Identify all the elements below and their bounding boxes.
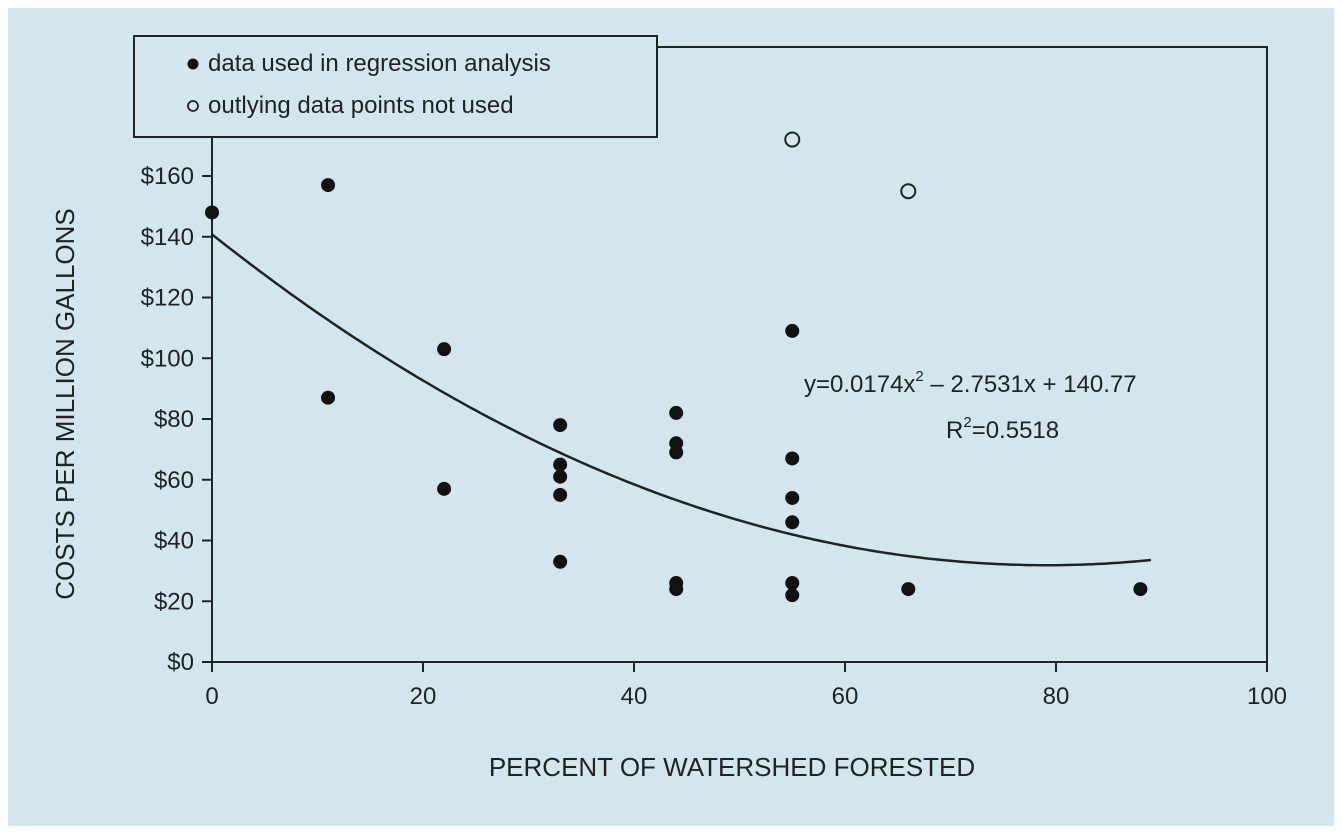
data-point: [785, 323, 800, 338]
legend-open-marker-icon: [187, 100, 199, 112]
axis-ticks: $0 $20 $40 $60 $80 $100 $120 $140 $160 0 20 40 60 80 1…: [141, 163, 1287, 710]
y-axis-label: COSTS PER MILLION GALLONS: [50, 208, 80, 600]
x-tick-label: 60: [832, 683, 859, 710]
y-tick-label: $160: [141, 163, 194, 190]
legend-label-outlying: outlying data points not used: [208, 92, 514, 119]
data-point: [785, 588, 800, 603]
x-tick-label: 100: [1247, 683, 1287, 710]
data-point: [437, 342, 452, 357]
x-tick-label: 20: [410, 683, 437, 710]
y-tick-label: $140: [141, 224, 194, 251]
plot-frame: [212, 46, 1268, 662]
x-tick-label: 0: [205, 683, 218, 710]
outlier-point: [784, 131, 801, 148]
regression-equation: y=0.0174x2 – 2.7531x + 140.77: [804, 368, 1137, 398]
y-tick-label: $40: [154, 528, 194, 555]
data-point: [901, 582, 916, 597]
x-tick-label: 40: [621, 683, 648, 710]
data-point: [553, 487, 568, 502]
data-point: [553, 418, 568, 433]
outlier-point: [900, 183, 917, 200]
legend-filled-marker-icon: [187, 58, 199, 70]
data-point: [669, 405, 684, 420]
y-tick-label: $0: [167, 649, 194, 676]
data-point: [785, 451, 800, 466]
y-tick-label: $60: [154, 467, 194, 494]
data-point: [669, 445, 684, 460]
data-point: [1133, 582, 1148, 597]
data-point: [321, 178, 336, 193]
x-axis-label: PERCENT OF WATERSHED FORESTED: [489, 752, 975, 782]
x-tick-label: 80: [1043, 683, 1070, 710]
data-point: [321, 390, 336, 405]
y-tick-label: $20: [154, 588, 194, 615]
legend: data used in regression analysis outlyin…: [133, 35, 658, 138]
data-point: [553, 457, 568, 472]
data-point: [553, 554, 568, 569]
r-squared-label: R2=0.5518: [946, 414, 1059, 444]
data-points: [205, 131, 1148, 603]
y-tick-label: $120: [141, 285, 194, 312]
data-point: [437, 481, 452, 496]
data-point: [553, 469, 568, 484]
legend-box: [133, 35, 658, 138]
data-point: [785, 576, 800, 591]
y-tick-label: $100: [141, 345, 194, 372]
data-point: [785, 515, 800, 530]
data-point: [669, 582, 684, 597]
data-point: [205, 205, 219, 220]
y-tick-label: $80: [154, 406, 194, 433]
regression-curve: [211, 233, 1152, 567]
data-point: [785, 490, 800, 505]
legend-label-regression: data used in regression analysis: [208, 50, 551, 77]
